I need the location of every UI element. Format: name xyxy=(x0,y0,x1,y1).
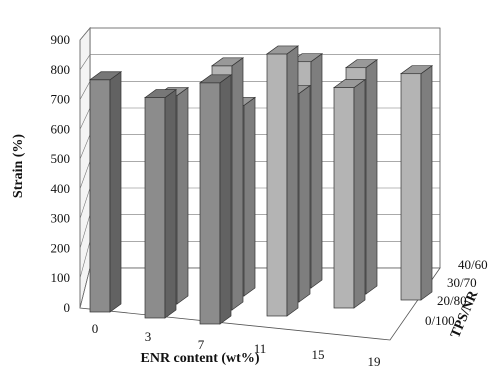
z-tick-label: 0/100 xyxy=(425,313,455,328)
x-tick-label: 15 xyxy=(312,347,325,362)
back-wall xyxy=(90,28,440,268)
y-tick-label: 600 xyxy=(51,121,71,136)
y-tick-label: 0 xyxy=(64,300,71,315)
y-tick-label: 100 xyxy=(51,270,71,285)
z-tick-label: 30/70 xyxy=(447,275,477,290)
y-tick-label: 500 xyxy=(51,151,71,166)
chart-walls xyxy=(80,28,440,340)
x-tick-label: 3 xyxy=(145,329,152,344)
left-wall xyxy=(80,28,90,308)
y-tick-label: 900 xyxy=(51,32,71,47)
x-tick-label: 7 xyxy=(198,337,205,352)
y-tick-label: 300 xyxy=(51,211,71,226)
bar xyxy=(334,80,365,308)
y-tick-label: 800 xyxy=(51,62,71,77)
bar xyxy=(401,66,432,300)
bar xyxy=(145,90,176,318)
bar xyxy=(90,72,121,312)
y-tick-labels: 0 100 200 300 400 500 600 700 800 900 xyxy=(51,32,71,315)
x-tick-label: 19 xyxy=(368,354,381,369)
x-tick-label: 0 xyxy=(92,321,99,336)
y-tick-label: 200 xyxy=(51,240,71,255)
x-axis-title: ENR content (wt%) xyxy=(141,351,260,366)
floor xyxy=(80,268,440,340)
y-tick-label: 400 xyxy=(51,181,71,196)
bar xyxy=(200,75,231,324)
z-tick-label: 40/60 xyxy=(458,257,488,272)
y-axis-title: Strain (%) xyxy=(11,134,26,199)
bar xyxy=(267,46,298,316)
y-tick-label: 700 xyxy=(51,92,71,107)
